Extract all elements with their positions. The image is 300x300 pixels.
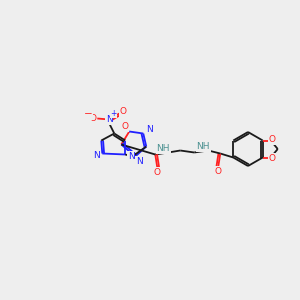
Text: O: O xyxy=(268,154,275,163)
Text: +: + xyxy=(110,109,116,118)
Text: N: N xyxy=(93,151,100,160)
Text: O: O xyxy=(268,135,275,144)
Text: N: N xyxy=(128,152,135,161)
Text: N: N xyxy=(106,115,113,124)
Text: O: O xyxy=(215,167,222,176)
Text: N: N xyxy=(136,157,143,166)
Text: NH: NH xyxy=(196,142,210,151)
Text: N: N xyxy=(146,125,153,134)
Text: NH: NH xyxy=(157,144,170,153)
Text: O: O xyxy=(122,122,129,131)
Text: −: − xyxy=(84,110,93,119)
Text: O: O xyxy=(90,114,97,123)
Text: O: O xyxy=(120,107,127,116)
Text: O: O xyxy=(154,168,161,177)
